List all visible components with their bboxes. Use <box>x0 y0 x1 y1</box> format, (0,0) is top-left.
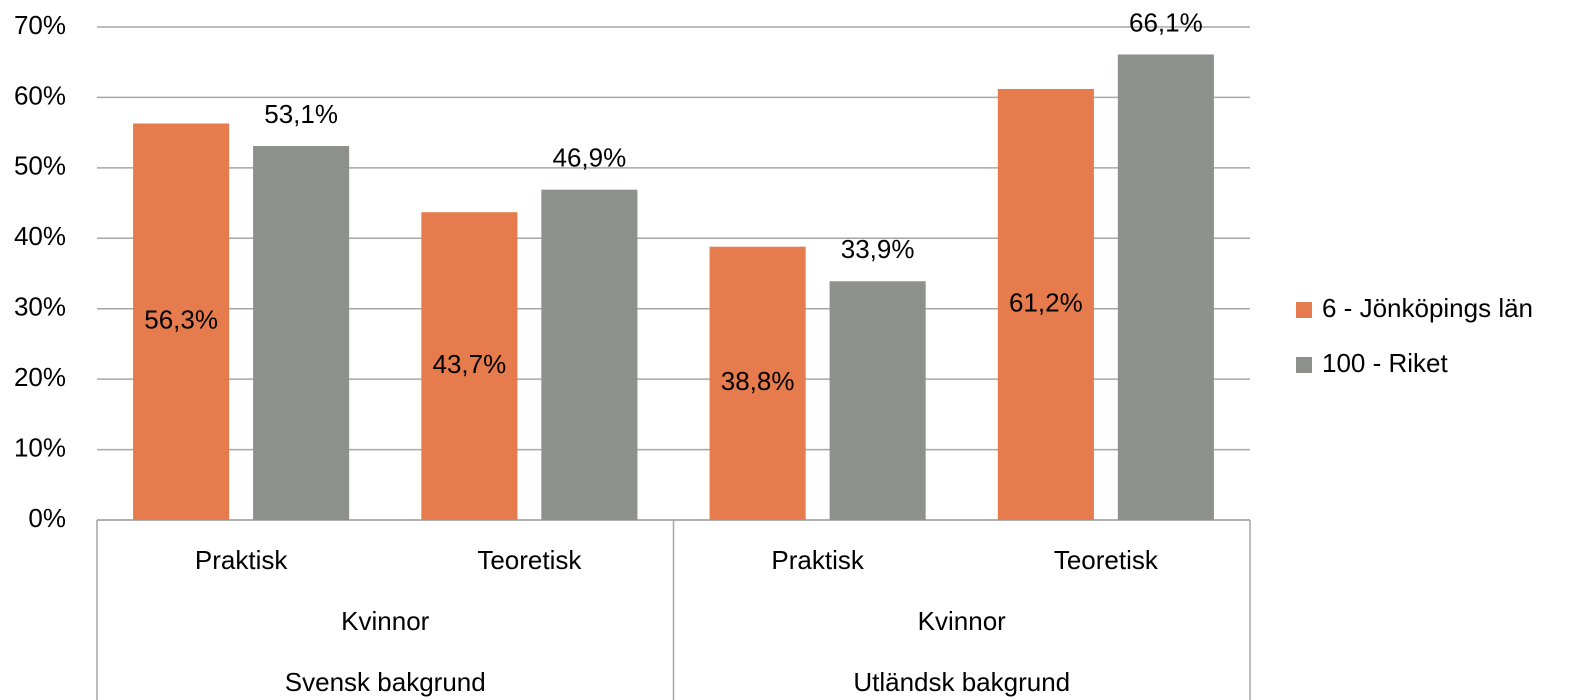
data-label: 66,1% <box>1129 7 1203 37</box>
data-label: 61,2% <box>1009 287 1083 317</box>
group-label: Svensk bakgrund <box>285 667 486 697</box>
bar <box>997 88 1094 520</box>
x-tick-label: Praktisk <box>195 545 288 575</box>
data-label: 33,9% <box>841 234 915 264</box>
group-label: Kvinnor <box>341 606 429 636</box>
y-tick-label: 20% <box>14 362 66 392</box>
bar <box>541 189 638 520</box>
y-tick-label: 10% <box>14 432 66 462</box>
y-tick-label: 0% <box>28 503 66 533</box>
y-tick-label: 40% <box>14 221 66 251</box>
y-tick-label: 70% <box>14 10 66 40</box>
data-label: 56,3% <box>144 305 218 335</box>
y-tick-label: 30% <box>14 292 66 322</box>
legend-label: 6 - Jönköpings län <box>1322 293 1533 323</box>
y-tick-label: 50% <box>14 151 66 181</box>
data-label: 46,9% <box>553 143 627 173</box>
group-label: Utländsk bakgrund <box>853 667 1070 697</box>
legend-label: 100 - Riket <box>1322 348 1448 378</box>
data-label: 38,8% <box>721 366 795 396</box>
data-label: 53,1% <box>264 99 338 129</box>
bar <box>709 246 806 521</box>
legend-swatch <box>1296 357 1312 373</box>
x-tick-label: Teoretisk <box>477 545 582 575</box>
group-label: Kvinnor <box>918 606 1006 636</box>
bar <box>829 281 926 520</box>
y-tick-label: 60% <box>14 80 66 110</box>
data-label: 43,7% <box>433 349 507 379</box>
bar <box>421 212 518 520</box>
legend-swatch <box>1296 302 1312 318</box>
x-tick-label: Praktisk <box>771 545 864 575</box>
x-tick-label: Teoretisk <box>1054 545 1159 575</box>
bar <box>1117 54 1214 521</box>
bar <box>133 123 230 520</box>
bar <box>253 146 350 520</box>
